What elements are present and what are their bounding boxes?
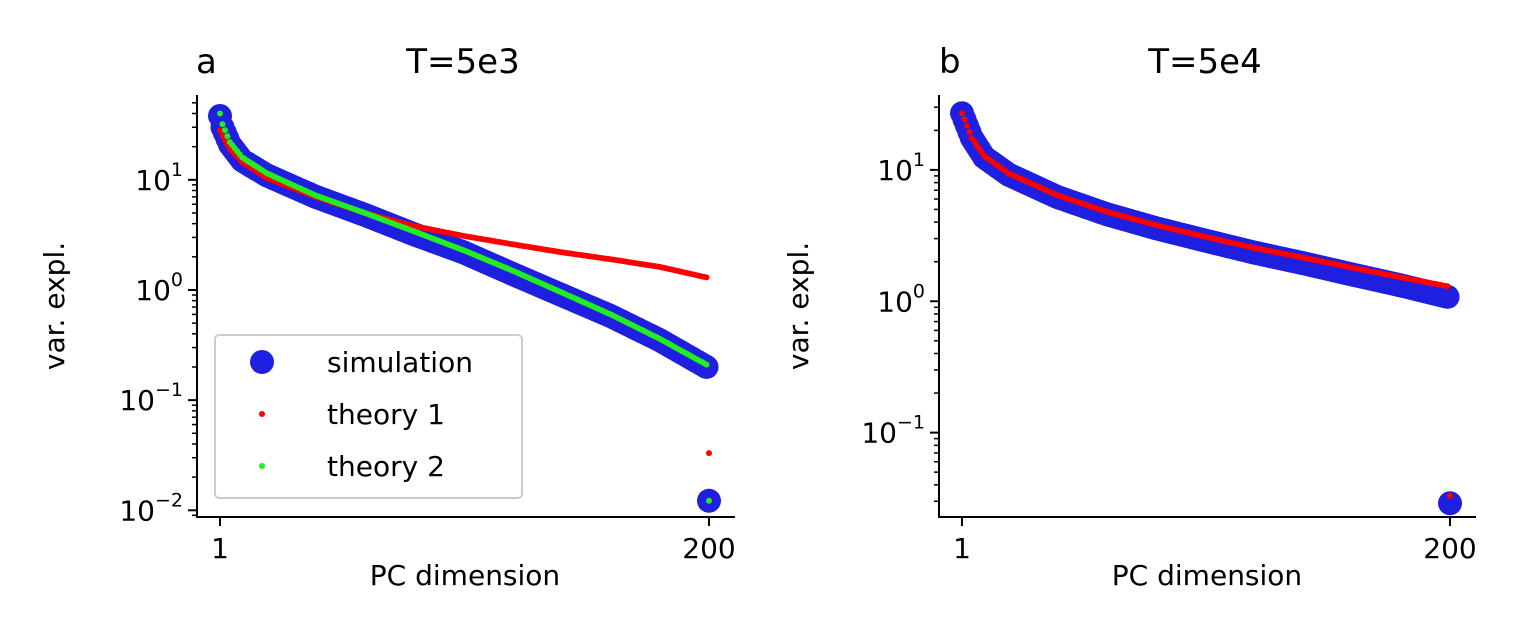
y-tick-label: 101 [877, 149, 925, 187]
panel-a-data [208, 103, 721, 513]
panel-b-title: T=5e4 [1147, 42, 1261, 82]
panel-a-x-ticks: 1 200 [211, 517, 736, 565]
point-theory-1-199 [703, 274, 710, 281]
point-theory-1-2 [219, 132, 226, 139]
point-theory-1-199 [1444, 283, 1451, 290]
panel-a-label: a [196, 42, 217, 82]
legend-label-simulation: simulation [327, 346, 473, 379]
point-theory-2-3 [221, 127, 228, 134]
point-simulation-199 [1435, 284, 1460, 309]
x-tick-label: 200 [682, 532, 735, 565]
y-tick-label: 10−2 [119, 489, 183, 527]
point-theory-1-3 [963, 122, 970, 129]
legend-marker-theory1 [259, 411, 265, 417]
point-simulation-200 [1438, 491, 1462, 516]
x-tick-label: 200 [1423, 532, 1476, 565]
legend-frame [214, 334, 523, 499]
panel-a: a T=5e3 101 100 10−1 10−2 1 200 PC dimension… [38, 42, 736, 592]
legend-label-theory1: theory 1 [327, 398, 445, 431]
panel-a-y-ticks: 101 100 10−1 10−2 [119, 102, 197, 527]
point-theory-2-1 [217, 110, 223, 117]
panel-a-title: T=5e3 [405, 42, 519, 82]
panel-b-y-ticks: 101 100 10−1 [861, 106, 939, 503]
series-theory-1 [959, 110, 1453, 499]
series-theory-2 [217, 110, 712, 504]
y-tick-label: 100 [135, 269, 183, 307]
legend-label-theory2: theory 2 [327, 450, 445, 483]
panel-b-x-ticks: 1 200 [953, 517, 1477, 565]
x-tick-label: 1 [211, 532, 229, 565]
panel-b-xlabel: PC dimension [1112, 559, 1302, 592]
panel-b: b T=5e4 101 100 10−1 1 200 PC dimension var… [782, 42, 1477, 592]
panel-b-data [950, 101, 1462, 516]
x-tick-label: 1 [953, 532, 971, 565]
point-theory-1-200 [1447, 492, 1453, 499]
panel-b-ylabel: var. expl. [782, 242, 815, 370]
point-theory-1-1 [959, 110, 965, 117]
point-theory-1-4 [966, 128, 973, 135]
legend: simulation theory 1 theory 2 [214, 334, 523, 499]
y-tick-label: 10−1 [861, 412, 925, 450]
point-theory-1-200 [706, 450, 712, 457]
y-tick-label: 10−1 [119, 379, 183, 417]
point-theory-2-200 [706, 497, 712, 504]
point-theory-2-199 [703, 361, 710, 368]
panel-a-ylabel: var. expl. [38, 242, 71, 370]
legend-marker-theory2 [259, 463, 265, 469]
y-tick-label: 101 [135, 159, 183, 197]
panel-b-label: b [939, 42, 961, 82]
y-tick-label: 100 [877, 280, 925, 318]
point-theory-2-2 [219, 121, 226, 128]
point-theory-2-4 [224, 133, 231, 140]
panel-a-xlabel: PC dimension [370, 559, 560, 592]
series-simulation [950, 101, 1462, 516]
legend-marker-simulation [250, 350, 274, 374]
point-theory-1-1 [217, 127, 223, 134]
point-theory-1-2 [961, 116, 968, 123]
